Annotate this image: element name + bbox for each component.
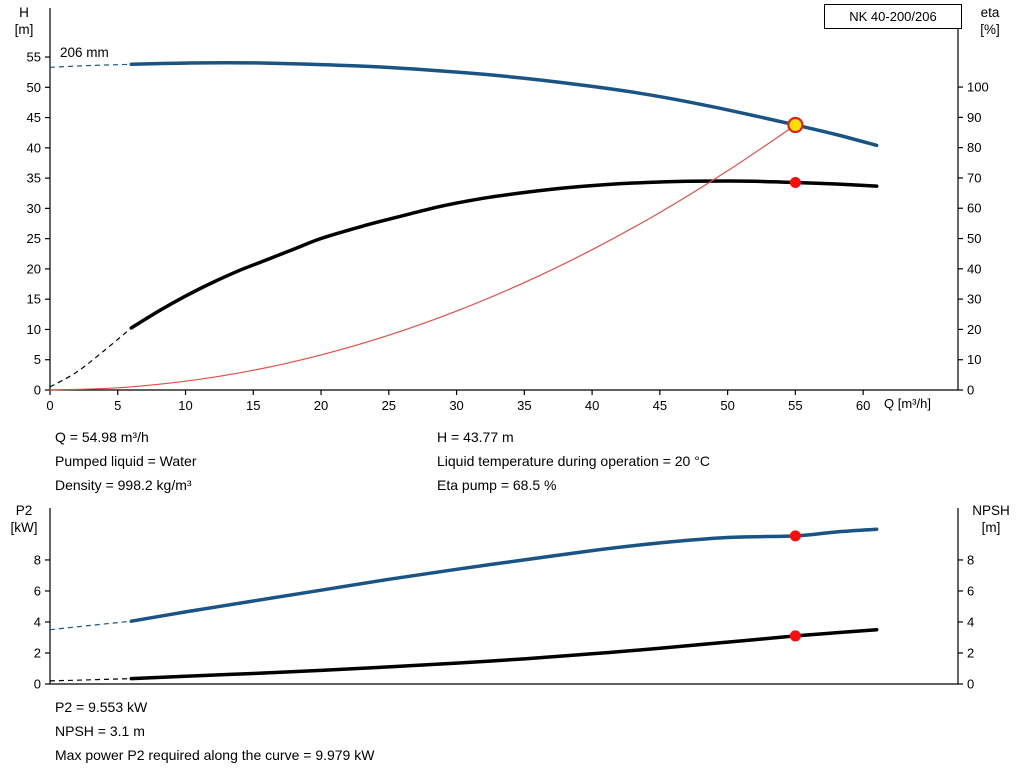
npsh-curve [129, 627, 879, 681]
eta-pump-lead-in [49, 327, 132, 388]
svg-text:4: 4 [967, 614, 974, 629]
h-axis-title-line2: [m] [14, 22, 34, 37]
head-lead-in [49, 63, 132, 68]
p2-axis-title-line2: [kW] [10, 520, 38, 535]
svg-text:40: 40 [27, 140, 41, 155]
duty-point-marker [787, 116, 804, 134]
svg-text:40: 40 [967, 261, 981, 276]
svg-text:50: 50 [720, 398, 734, 413]
svg-text:40: 40 [585, 398, 599, 413]
curve-point-marker [789, 176, 801, 188]
npsh-lead-in [49, 678, 132, 682]
p2-curve [129, 527, 879, 623]
svg-text:0: 0 [967, 383, 974, 398]
svg-text:15: 15 [27, 292, 41, 307]
p2-lead-in [49, 620, 132, 631]
svg-text:45: 45 [27, 110, 41, 125]
svg-text:55: 55 [27, 50, 41, 65]
eta-axis-title-line1: eta [980, 5, 1000, 20]
svg-text:2: 2 [34, 645, 41, 660]
pump-model-badge: NK 40-200/206 [824, 4, 962, 29]
svg-text:6: 6 [967, 583, 974, 598]
eta-axis-title-line2: [%] [980, 22, 1000, 37]
info-p2: P2 = 9.553 kW [55, 699, 148, 715]
info-eta-pump: Eta pump = 68.5 % [437, 477, 557, 493]
svg-text:10: 10 [27, 322, 41, 337]
curve-point-marker [789, 630, 801, 642]
svg-text:30: 30 [449, 398, 463, 413]
svg-text:50: 50 [27, 80, 41, 95]
q-axis-title: Q [m³/h] [884, 396, 931, 411]
npsh-axis-title: NPSH [m] [962, 502, 1020, 536]
svg-text:80: 80 [967, 140, 981, 155]
svg-text:90: 90 [967, 110, 981, 125]
svg-text:2: 2 [967, 645, 974, 660]
svg-text:100: 100 [967, 80, 989, 95]
curve-point-marker [789, 530, 801, 542]
head-curve [129, 61, 879, 148]
svg-text:55: 55 [788, 398, 802, 413]
svg-text:0: 0 [34, 383, 41, 398]
svg-text:20: 20 [314, 398, 328, 413]
info-liquid-temperature: Liquid temperature during operation = 20… [437, 453, 710, 469]
svg-text:4: 4 [34, 614, 41, 629]
info-flow: Q = 54.98 m³/h [55, 429, 149, 445]
svg-text:5: 5 [34, 352, 41, 367]
svg-text:60: 60 [967, 201, 981, 216]
svg-text:35: 35 [27, 171, 41, 186]
svg-text:70: 70 [967, 170, 981, 185]
svg-text:0: 0 [46, 398, 53, 413]
svg-text:8: 8 [34, 552, 41, 567]
svg-text:25: 25 [27, 231, 41, 246]
p2-axis-title-line1: P2 [15, 503, 33, 518]
h-axis-title-line1: H [19, 5, 29, 20]
p2-axis-title: P2 [kW] [2, 502, 46, 536]
h-axis-title: H [m] [2, 4, 46, 38]
eta-axis-title: eta [%] [966, 4, 1014, 38]
svg-text:30: 30 [967, 292, 981, 307]
info-npsh: NPSH = 3.1 m [55, 723, 145, 739]
eta-pump-curve [129, 179, 879, 330]
svg-text:10: 10 [178, 398, 192, 413]
svg-text:35: 35 [517, 398, 531, 413]
info-density: Density = 998.2 kg/m³ [55, 477, 192, 493]
npsh-axis-title-line2: [m] [981, 520, 1001, 535]
svg-text:0: 0 [967, 677, 974, 692]
info-head: H = 43.77 m [437, 429, 514, 445]
svg-text:5: 5 [114, 398, 121, 413]
info-pumped-liquid: Pumped liquid = Water [55, 453, 197, 469]
svg-text:25: 25 [382, 398, 396, 413]
svg-text:20: 20 [27, 261, 41, 276]
impeller-diameter-label: 206 mm [60, 45, 109, 60]
svg-text:45: 45 [653, 398, 667, 413]
svg-text:0: 0 [34, 677, 41, 692]
svg-text:15: 15 [246, 398, 260, 413]
svg-text:8: 8 [967, 552, 974, 567]
system-curve-curve [49, 124, 796, 391]
npsh-axis-title-line1: NPSH [972, 503, 1010, 518]
info-max-power: Max power P2 required along the curve = … [55, 747, 375, 763]
svg-text:50: 50 [967, 231, 981, 246]
svg-text:20: 20 [967, 322, 981, 337]
svg-text:10: 10 [967, 352, 981, 367]
svg-text:6: 6 [34, 583, 41, 598]
svg-text:60: 60 [856, 398, 870, 413]
svg-text:30: 30 [27, 201, 41, 216]
